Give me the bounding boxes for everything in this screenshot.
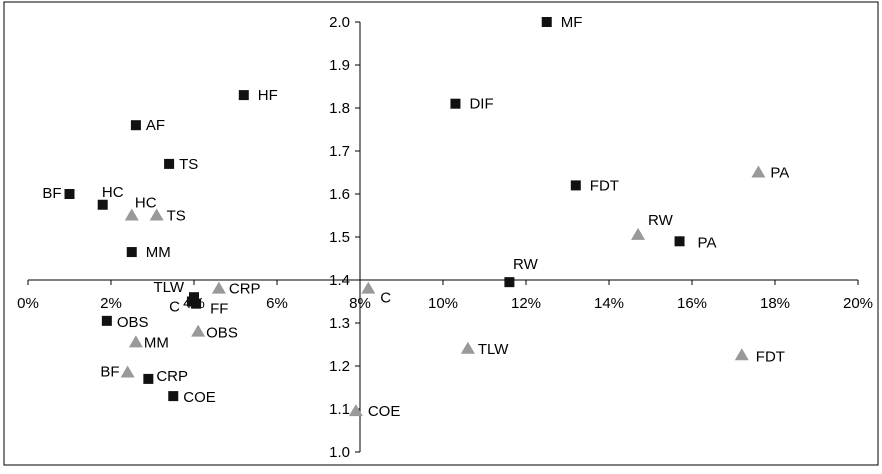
y-tick-label: 1.9 — [329, 57, 350, 74]
y-tick-label: 1.6 — [329, 186, 350, 203]
x-tick-label: 6% — [266, 295, 288, 312]
triangle-marker — [460, 341, 475, 354]
point-label: PA — [698, 234, 717, 251]
x-tick-label: 8% — [349, 295, 371, 312]
square-marker — [130, 120, 141, 131]
x-tick-label: 12% — [511, 295, 541, 312]
point-label: MM — [146, 244, 171, 261]
point-label: FDT — [756, 348, 785, 365]
triangle-marker — [211, 281, 226, 294]
point-label: HC — [102, 184, 124, 201]
chart-frame — [3, 1, 879, 466]
point-labels: MF HF DIF AF TS FDT BF HC PA MM RW TLW C FF OBS CRP COE P… — [42, 14, 789, 420]
triangle-marker — [120, 365, 135, 378]
square-marker — [541, 17, 552, 27]
y-tick-label: 1.5 — [329, 229, 350, 246]
square-marker — [504, 277, 515, 288]
point-label: FF — [210, 301, 228, 318]
triangle-marker — [149, 208, 164, 221]
triangle-marker — [348, 404, 363, 417]
y-tick-label: 1.7 — [329, 143, 350, 160]
point-label: CRP — [229, 281, 261, 298]
triangle-marker — [361, 281, 376, 294]
triangle-marker — [128, 335, 143, 348]
point-label: DIF — [469, 96, 493, 113]
x-tick-label: 10% — [428, 295, 458, 312]
point-label: PA — [770, 165, 789, 182]
triangle-marker — [631, 227, 646, 240]
x-tick-label: 14% — [594, 295, 624, 312]
x-tick-label: 18% — [760, 295, 790, 312]
point-label: RW — [513, 256, 539, 273]
square-marker — [126, 247, 137, 258]
point-label: C — [380, 290, 391, 307]
point-label: TS — [179, 156, 198, 173]
triangle-marker — [751, 165, 766, 178]
y-tick-label: 1.1 — [329, 401, 350, 418]
point-label: HC — [135, 195, 157, 212]
square-marker — [450, 98, 461, 109]
square-marker — [570, 180, 581, 191]
data-points — [64, 17, 766, 417]
square-marker — [191, 298, 202, 309]
point-label: TLW — [478, 341, 509, 358]
square-marker — [674, 236, 685, 247]
triangle-marker — [734, 348, 749, 361]
point-label: RW — [648, 212, 674, 229]
point-label: MF — [561, 14, 583, 31]
point-label: MM — [144, 334, 169, 351]
square-marker — [143, 373, 154, 384]
square-marker — [238, 90, 249, 101]
point-label: OBS — [206, 325, 238, 342]
x-tick-label: 20% — [843, 295, 873, 312]
point-label: TS — [167, 208, 186, 225]
square-marker — [64, 189, 75, 199]
point-label: C — [169, 299, 180, 316]
x-tick-label: 16% — [677, 295, 707, 312]
x-tick-label: 0% — [17, 295, 39, 312]
point-label: BF — [42, 185, 61, 202]
y-tick-label: 1.4 — [329, 272, 350, 289]
point-label: OBS — [117, 314, 149, 331]
square-marker — [97, 199, 108, 210]
y-tick-label: 1.3 — [329, 315, 350, 332]
y-tick-label: 1.2 — [329, 358, 350, 375]
x-tick-label: 2% — [100, 295, 122, 312]
point-label: BF — [100, 363, 119, 380]
triangle-marker — [191, 324, 206, 337]
point-label: HF — [258, 87, 278, 104]
y-tick-label: 1.8 — [329, 100, 350, 117]
point-label: FDT — [590, 177, 619, 194]
y-tick-label: 2.0 — [329, 14, 350, 31]
square-marker — [168, 391, 179, 402]
axes: 0%2%4%6%8%10%12%14%16%18%20%1.01.11.21.3… — [17, 14, 873, 461]
point-label: TLW — [153, 279, 184, 296]
point-label: COE — [183, 389, 216, 406]
y-tick-label: 1.0 — [329, 444, 350, 461]
point-label: AF — [146, 117, 165, 134]
point-label: CRP — [156, 368, 188, 385]
point-label: COE — [368, 403, 401, 420]
square-marker — [101, 315, 112, 326]
square-marker — [164, 158, 175, 169]
triangle-marker — [124, 208, 139, 221]
